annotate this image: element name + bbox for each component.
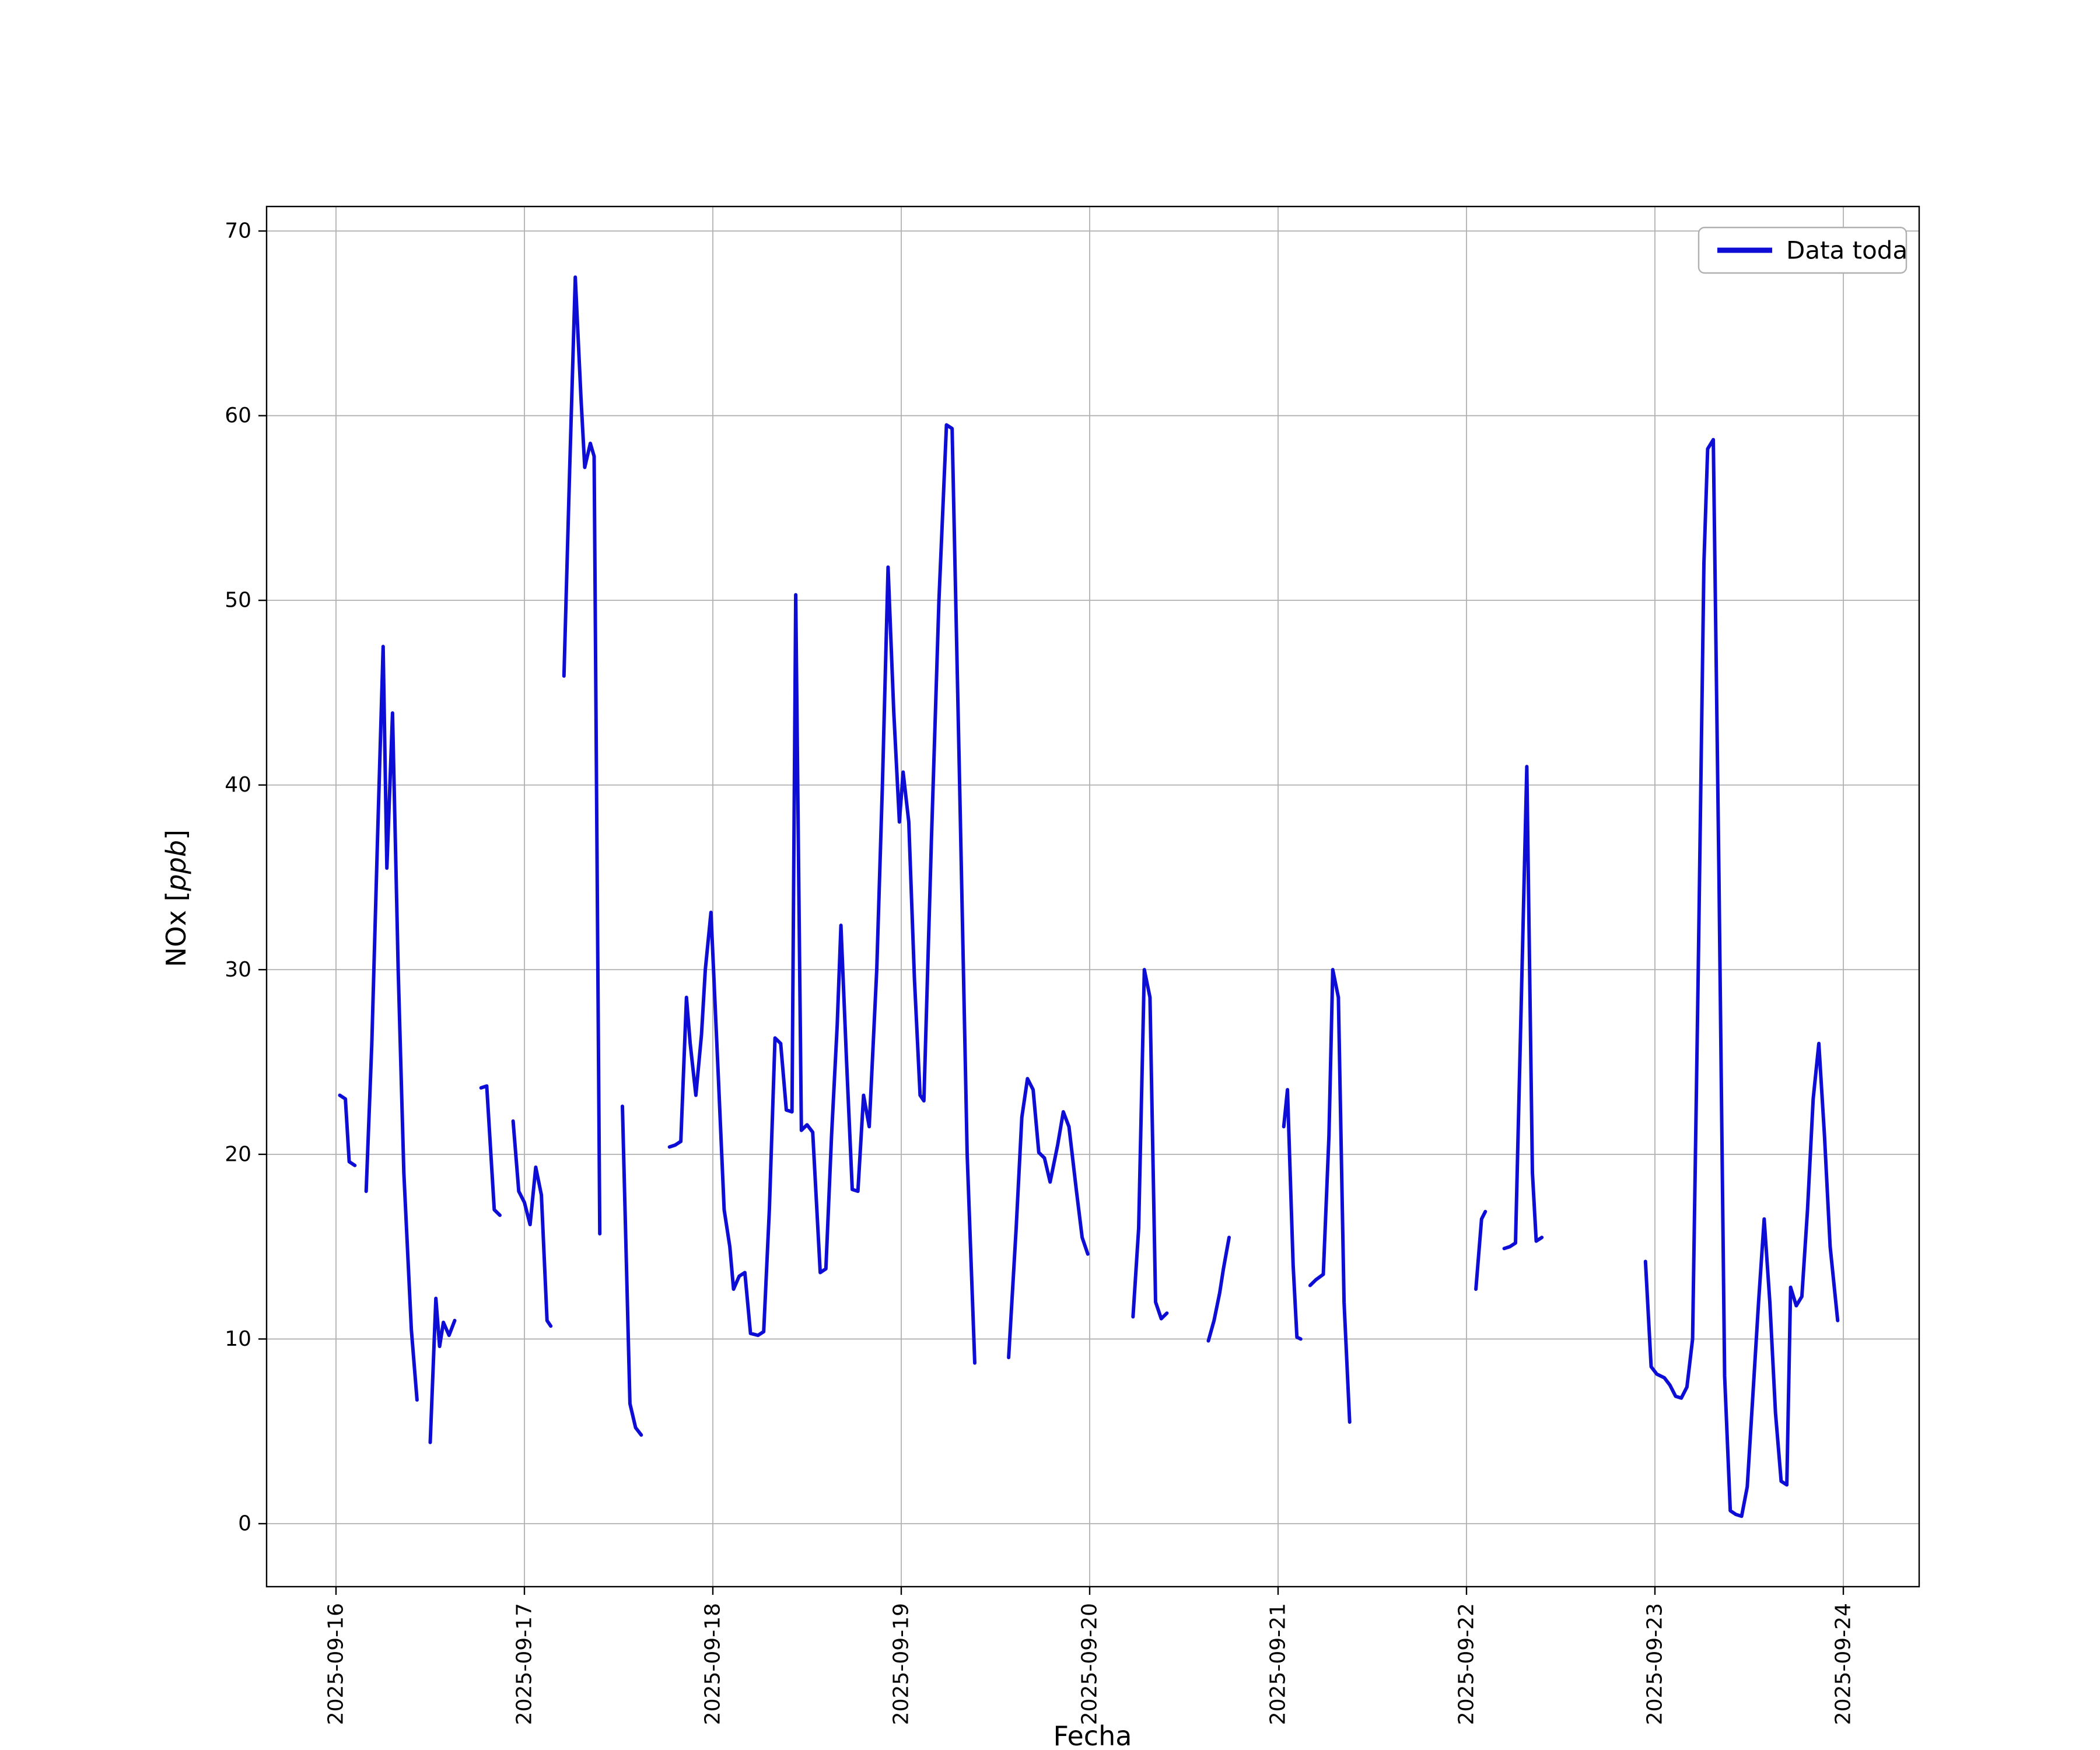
x-axis-label: Fecha: [1054, 1720, 1132, 1750]
y-tick-label: 70: [225, 219, 251, 243]
chart-layer: 2025-09-16 2025-09-17 2025-09-18 2025-09-19…: [225, 205, 1920, 1725]
y-tick-label: 10: [225, 1327, 251, 1351]
x-tick-label: 2025-09-22: [1455, 1603, 1479, 1725]
x-tick-label: 2025-09-21: [1266, 1603, 1290, 1725]
y-tick-label: 0: [238, 1512, 251, 1536]
x-tick-label: 2025-09-19: [890, 1603, 914, 1725]
x-tick-label: 2025-09-20: [1078, 1603, 1102, 1725]
legend-box: [1698, 226, 1908, 274]
y-tick-label: 50: [225, 589, 251, 612]
y-tick-label: 20: [225, 1142, 251, 1166]
y-axis-label-suffix: ]: [160, 830, 192, 840]
y-tick-label: 60: [225, 404, 251, 428]
x-tick-label: 2025-09-17: [513, 1603, 537, 1725]
x-tick-label: 2025-09-24: [1832, 1603, 1856, 1725]
y-axis-label-unit: ppb: [160, 840, 192, 892]
x-axis: 2025-09-16 2025-09-17 2025-09-18 2025-09-19…: [324, 1587, 1856, 1725]
gridlines: [267, 206, 1919, 1587]
x-tick-label: 2025-09-16: [324, 1603, 348, 1725]
y-axis: 0 10 20 30 40 50 60 70: [225, 219, 267, 1536]
y-tick-label: 30: [225, 958, 251, 982]
x-tick-label: 2025-09-23: [1643, 1603, 1667, 1725]
plot-frame: [265, 205, 1920, 1588]
legend: Data toda: [1698, 226, 1908, 274]
x-tick-label: 2025-09-18: [701, 1603, 725, 1725]
y-axis-label: NOx [ppb]: [160, 830, 192, 967]
data-line: [338, 275, 1840, 1518]
legend-label: Data toda: [1786, 236, 1908, 265]
y-tick-label: 40: [225, 773, 251, 797]
y-axis-label-prefix: NOx [: [160, 891, 192, 967]
